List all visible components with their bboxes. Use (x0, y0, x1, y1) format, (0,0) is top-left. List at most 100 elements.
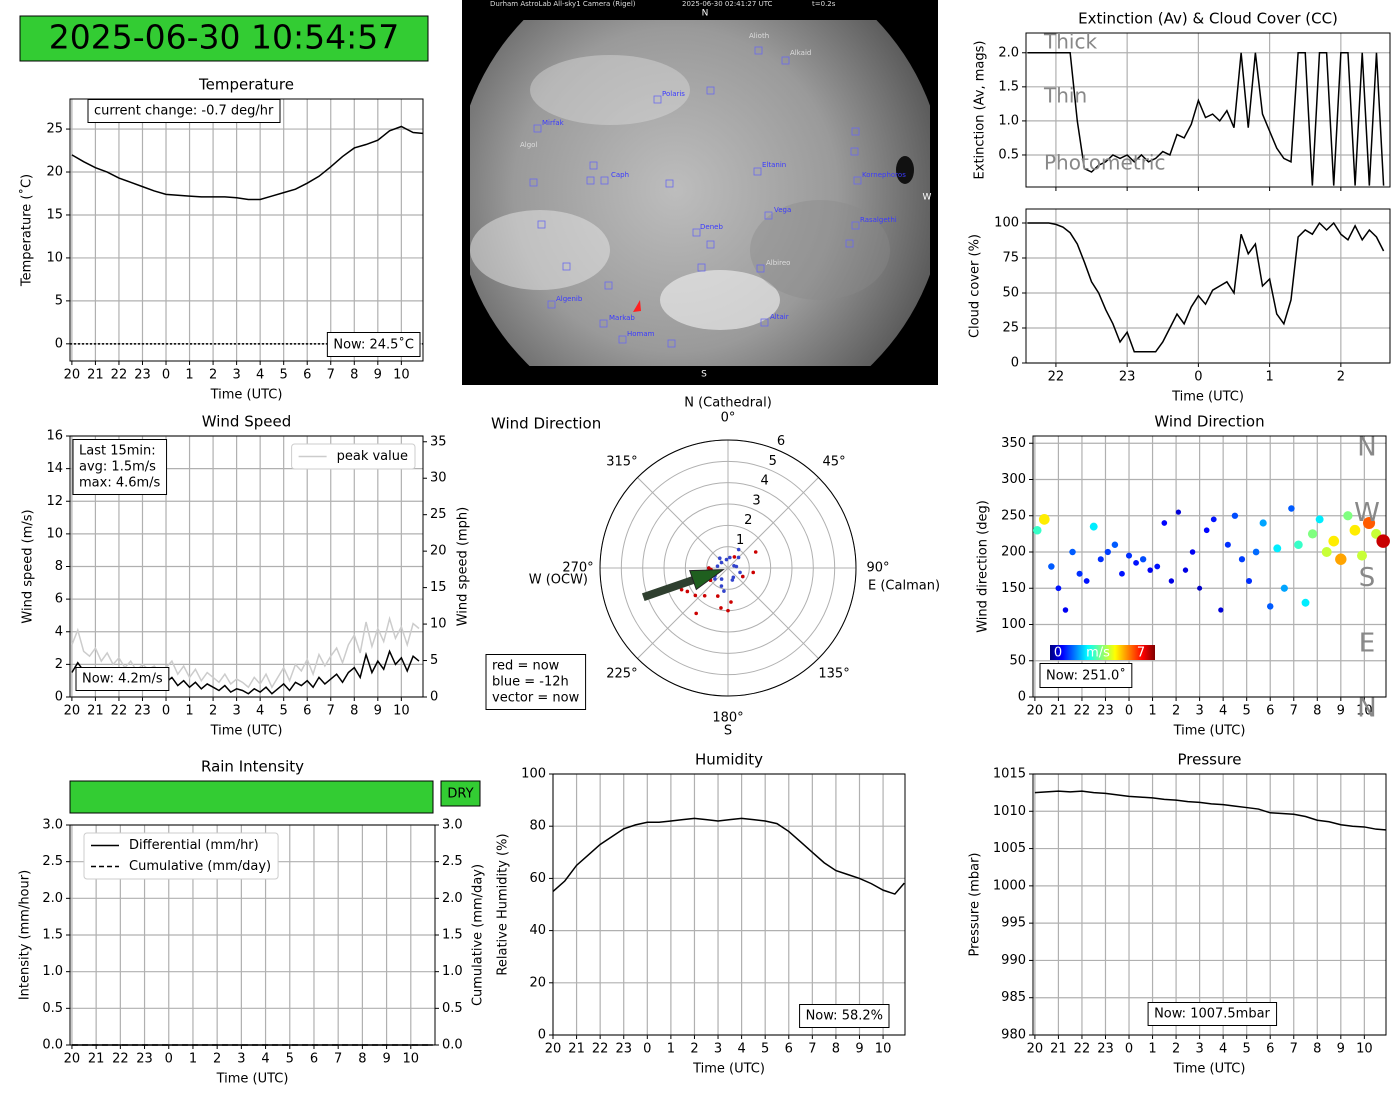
y-tick-label: 15 (46, 207, 63, 222)
box-text: red = now (492, 659, 560, 674)
x-tick-label: 9 (1337, 1042, 1345, 1057)
x-tick-label: 22 (1074, 1042, 1091, 1057)
y2-tick-label: 3.0 (442, 818, 463, 833)
wind-point (726, 608, 730, 613)
x-tick-label: 21 (88, 1052, 105, 1067)
y-tick-label: 75 (1002, 251, 1019, 266)
y-tick-label: 14 (46, 461, 63, 476)
star-box (753, 167, 762, 176)
direction-point (1189, 549, 1196, 555)
direction-point (1356, 550, 1367, 561)
y-tick-label: 1000 (993, 878, 1026, 893)
x-tick-label: 21 (1050, 704, 1067, 719)
grid-spoke (727, 477, 819, 569)
x-tick-label: 0 (162, 704, 170, 719)
y2-tick-label: 30 (430, 471, 447, 486)
grid-spoke (637, 567, 729, 659)
direction-point (1301, 598, 1310, 607)
y-tick-label: 250 (1001, 508, 1026, 523)
legend-label: Differential (mm/hr) (129, 838, 259, 853)
x-tick-label: 23 (136, 1052, 153, 1067)
x-tick-label: 6 (1266, 1042, 1274, 1057)
box-text: vector = now (492, 691, 580, 706)
x-tick-label: 23 (1097, 1042, 1114, 1057)
box-frame (799, 1004, 890, 1028)
plot-frame (69, 435, 424, 698)
plot-frame (1025, 32, 1391, 188)
direction-point (1083, 578, 1090, 584)
plot-frame (552, 773, 906, 1036)
direction-point (1266, 603, 1274, 610)
text-box: Now: 24.5˚C (326, 332, 421, 357)
direction-point (1273, 544, 1282, 553)
x-tick-label: 10 (393, 368, 410, 383)
x-tick-label: 21 (87, 704, 104, 719)
star-box (851, 127, 860, 136)
direction-point (1363, 516, 1376, 530)
direction-point (1076, 570, 1083, 577)
theta-tick-label: 90° (866, 561, 889, 576)
x-tick-label: 7 (327, 704, 335, 719)
direction-point (1238, 556, 1246, 563)
x-tick-label: 5 (761, 1042, 769, 1057)
wind-point (693, 593, 698, 598)
wind-point (730, 578, 735, 582)
star-label: Alioth (749, 32, 769, 40)
box-frame (1039, 663, 1133, 688)
x-tick-label: 1 (1148, 704, 1156, 719)
y-tick-label: 1005 (993, 841, 1026, 856)
direction-point (1197, 585, 1203, 591)
colorbar-tick: 0 (1054, 646, 1062, 661)
y-tick-label: 1015 (993, 767, 1026, 782)
y2-tick-label: 25 (430, 507, 447, 522)
y-tick-label: 20 (529, 975, 546, 990)
direction-point (1376, 534, 1390, 548)
y-axis-label: Extinction (Av, mags) (973, 41, 988, 180)
star-label: Mirfak (542, 119, 565, 127)
wind-point (732, 555, 737, 559)
camera-header: 2025-06-30 02:41:27 UTC (682, 0, 773, 8)
x-tick-label: 7 (808, 1042, 816, 1057)
x-tick-label: 1 (1265, 370, 1273, 385)
y2-tick-label: 1.0 (442, 964, 463, 979)
wind-point (753, 550, 758, 554)
y-tick-label: 60 (529, 871, 546, 886)
direction-point (1154, 563, 1161, 570)
y2-tick-label: 0.0 (442, 1038, 463, 1053)
box-text: blue = -12h (492, 675, 569, 690)
direction-point (1161, 520, 1168, 526)
compass: S (701, 370, 707, 380)
x-tick-label: 3 (1195, 704, 1203, 719)
x-axis-label: Time (UTC) (216, 1072, 289, 1087)
y-tick-label: 8 (55, 559, 63, 574)
plot-frame (1032, 435, 1387, 698)
quality-label: Thin (1043, 84, 1087, 108)
x-tick-label: 3 (714, 1042, 722, 1057)
direction-point (1315, 515, 1324, 524)
star-label: Vega (774, 206, 791, 214)
compass-label: W (1354, 498, 1380, 528)
y2-tick-label: 20 (430, 544, 447, 559)
legend-label: peak value (337, 449, 408, 464)
x-tick-label: 21 (1050, 1042, 1067, 1057)
star-box (764, 211, 773, 220)
y-tick-label: 150 (1001, 581, 1026, 596)
y2-tick-label: 1.5 (442, 928, 463, 943)
y-tick-label: 4 (55, 624, 63, 639)
rain-status: DRY (447, 787, 473, 802)
x-tick-label: 23 (134, 368, 151, 383)
theta-tick-label: 270° (562, 561, 593, 576)
y-tick-label: 990 (1001, 953, 1026, 968)
cloud (750, 200, 890, 300)
y2-tick-label: 15 (430, 580, 447, 595)
x-tick-label: 21 (568, 1042, 585, 1057)
star-label: Kornephoros (862, 171, 906, 179)
y-tick-label: 3.0 (42, 818, 63, 833)
text-box: Now: 58.2% (799, 1004, 890, 1028)
y-tick-label: 100 (1001, 617, 1026, 632)
y-tick-label: 985 (1001, 990, 1026, 1005)
x-tick-label: 0 (643, 1042, 651, 1057)
star-box (589, 161, 598, 170)
